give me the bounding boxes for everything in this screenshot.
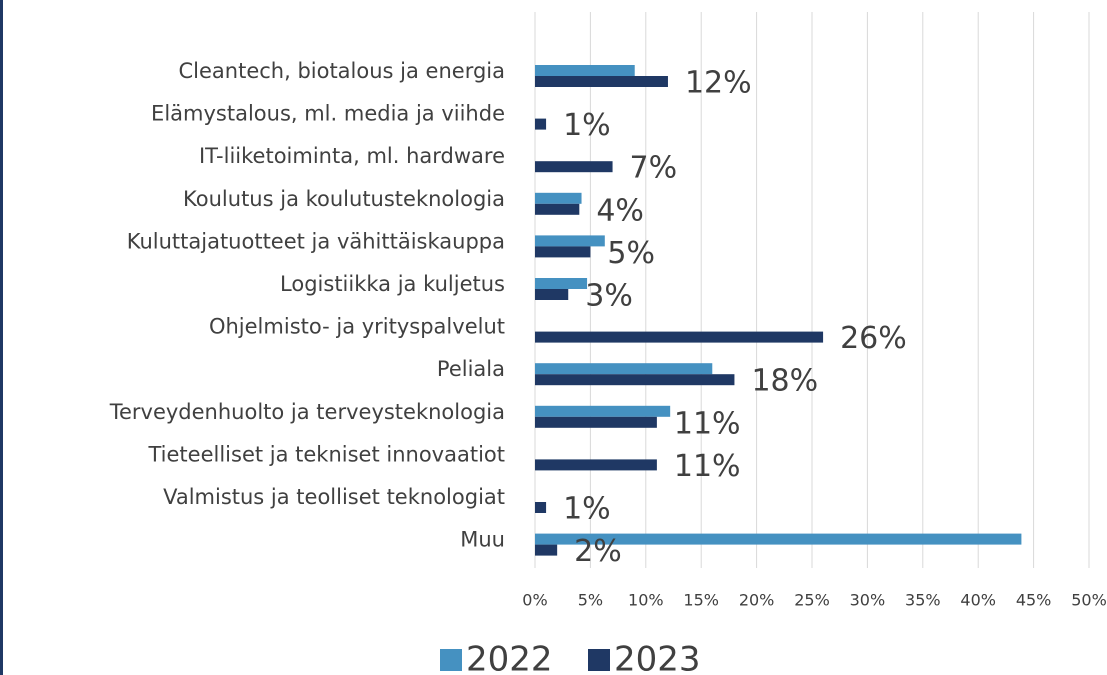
data-label: 18% <box>751 364 818 399</box>
x-tick-label: 50% <box>1071 591 1107 610</box>
bar <box>535 65 635 76</box>
legend-swatch <box>588 649 610 671</box>
y-tick-label: Valmistus ja teolliset teknologiat <box>163 485 505 509</box>
bar <box>535 405 671 417</box>
y-tick-label: Peliala <box>437 357 505 381</box>
bar <box>535 192 582 204</box>
y-tick-label: Terveydenhuolto ja terveysteknologia <box>109 400 505 424</box>
bar <box>535 502 547 513</box>
bar <box>535 459 657 471</box>
y-tick-label: Tieteelliset ja tekniset innovaatiot <box>147 442 505 466</box>
y-tick-label: Ohjelmisto- ja yrityspalvelut <box>209 315 505 339</box>
y-tick-label: IT-liiketoiminta, ml. hardware <box>199 144 505 168</box>
data-label: 3% <box>585 279 633 314</box>
data-label: 12% <box>685 66 752 101</box>
y-tick-label: Muu <box>460 528 505 552</box>
bar <box>535 544 558 556</box>
bar <box>535 76 668 87</box>
x-tick-label: 40% <box>960 591 996 610</box>
x-tick-label: 25% <box>794 591 830 610</box>
bar <box>535 374 735 386</box>
data-label: 5% <box>607 236 655 271</box>
x-tick-label: 35% <box>905 591 941 610</box>
bar <box>535 331 824 343</box>
x-tick-label: 20% <box>739 591 775 610</box>
y-tick-label: Kuluttajatuotteet ja vähittäiskauppa <box>127 229 505 253</box>
legend-swatch <box>440 649 462 671</box>
x-tick-label: 45% <box>1016 591 1052 610</box>
data-label: 26% <box>840 321 907 356</box>
bar <box>535 278 588 289</box>
left-border <box>0 0 3 675</box>
data-label: 2% <box>574 534 622 569</box>
bar <box>535 416 657 428</box>
data-label: 4% <box>596 193 644 228</box>
x-tick-label: 15% <box>683 591 719 610</box>
legend-label: 2022 <box>466 640 553 675</box>
bar <box>535 246 591 258</box>
y-tick-label: Logistiikka ja kuljetus <box>280 272 505 296</box>
y-tick-label: Elämystalous, ml. media ja viihde <box>151 102 505 126</box>
bar <box>535 289 569 300</box>
data-label: 11% <box>674 406 741 441</box>
x-tick-label: 5% <box>578 591 603 610</box>
bar <box>535 533 1022 545</box>
data-label: 1% <box>563 108 611 143</box>
bar <box>535 203 580 215</box>
y-tick-label: Cleantech, biotalous ja energia <box>178 59 505 83</box>
x-tick-label: 10% <box>628 591 664 610</box>
legend-label: 2023 <box>614 640 701 675</box>
data-label: 1% <box>563 492 611 527</box>
bar <box>535 363 713 375</box>
y-tick-label: Koulutus ja koulutusteknologia <box>183 187 505 211</box>
bar <box>535 235 605 247</box>
x-tick-label: 0% <box>522 591 547 610</box>
bar <box>535 161 613 173</box>
data-label: 7% <box>630 151 678 186</box>
bar <box>535 118 547 130</box>
x-tick-label: 30% <box>850 591 886 610</box>
data-label: 11% <box>674 449 741 484</box>
